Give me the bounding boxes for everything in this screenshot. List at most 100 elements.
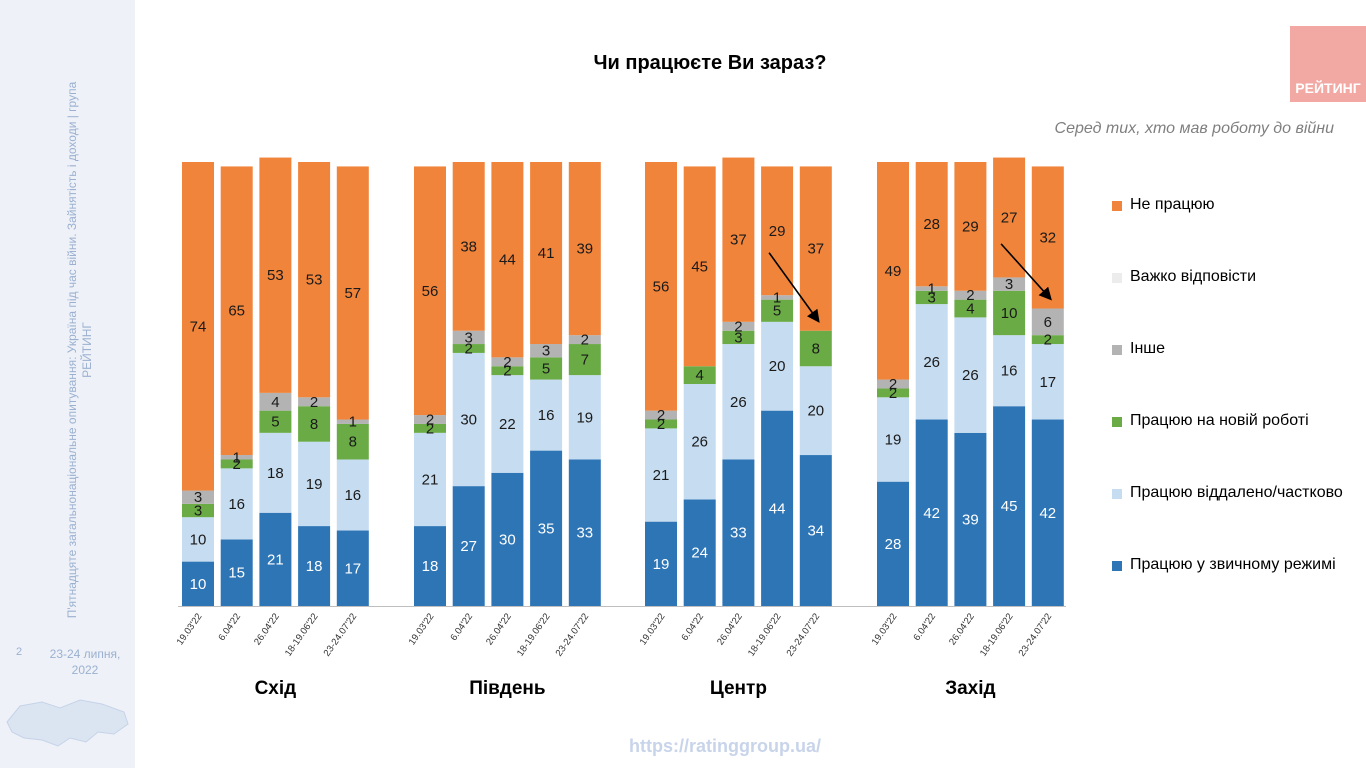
bar-segment-not_working: [220, 166, 253, 456]
bar-segment-not_working: [336, 166, 369, 420]
date-tick-label: 6.04'22: [216, 611, 243, 643]
bar-segment-usual: [722, 459, 755, 606]
bar-segment-remote: [1031, 344, 1064, 420]
bar-segment-usual: [915, 419, 948, 606]
date-tick-label: 19.03'22: [175, 611, 205, 647]
legend-item-new_job: Працюю на новій роботі: [1112, 412, 1352, 432]
data-label-remote: 26: [962, 367, 979, 384]
legend-swatch: [1112, 561, 1122, 571]
footer-url[interactable]: https://ratinggroup.ua/: [629, 736, 821, 756]
bar-segment-other: [491, 357, 524, 367]
legend-label: Важко відповісти: [1130, 268, 1257, 285]
bar-segment-new_job: [452, 344, 485, 353]
data-label-remote: 26: [730, 394, 747, 411]
data-label-usual: 33: [576, 525, 593, 542]
bar-segment-not_working: [259, 157, 292, 393]
data-label-remote: 30: [460, 412, 477, 429]
bar-segment-not_working: [761, 166, 794, 296]
bar-segment-not_working: [645, 162, 677, 411]
bar-segment-usual: [220, 539, 253, 606]
bar-segment-not_working: [452, 162, 485, 331]
data-label-other: 1: [233, 449, 241, 466]
group-label: Схід: [255, 678, 297, 699]
bar-segment-remote: [414, 432, 446, 527]
data-label-not_working: 32: [1039, 229, 1056, 246]
bar-segment-other: [182, 490, 214, 504]
bar-segment-other: [993, 277, 1026, 291]
data-label-remote: 20: [807, 403, 824, 420]
legend-label: Інше: [1130, 340, 1166, 357]
data-label-not_working: 39: [576, 241, 593, 258]
data-label-usual: 24: [691, 545, 708, 562]
data-label-usual: 15: [228, 565, 245, 582]
bar-segment-remote: [761, 321, 794, 411]
bar-segment-remote: [722, 344, 755, 460]
legend-swatch: [1112, 273, 1122, 283]
data-label-not_working: 53: [267, 267, 284, 284]
date-tick-label: 26.04'22: [252, 611, 282, 647]
bar-segment-not_working: [568, 162, 601, 336]
legend-item-hard: Важко відповісти: [1112, 268, 1352, 288]
bar-segment-new_job: [915, 290, 948, 305]
bar-segment-other: [877, 379, 909, 389]
data-label-new_job: 2: [503, 363, 511, 380]
bar-segment-new_job: [954, 299, 987, 318]
bar-segment-remote: [568, 375, 601, 460]
data-label-remote: 10: [190, 531, 207, 548]
data-label-other: 2: [734, 318, 742, 335]
data-label-remote: 22: [499, 416, 516, 433]
legend-item-not_working: Не працюю: [1112, 196, 1352, 216]
data-label-new_job: 7: [581, 352, 589, 369]
data-label-other: 3: [1005, 276, 1013, 293]
data-label-not_working: 74: [190, 318, 207, 335]
bar-segment-new_job: [722, 330, 755, 345]
bar-segment-remote: [683, 384, 716, 500]
bar-segment-new_job: [877, 388, 909, 398]
data-label-other: 2: [310, 394, 318, 411]
data-label-remote: 21: [653, 467, 670, 484]
date-tick-label: 18-19.06'22: [978, 611, 1016, 658]
data-label-usual: 44: [769, 500, 786, 517]
legend-item-remote: Працюю віддалено/частково: [1112, 484, 1352, 504]
bar-segment-remote: [530, 379, 563, 451]
legend-item-other: Інше: [1112, 340, 1352, 360]
data-label-remote: 19: [576, 409, 593, 426]
legend-swatch: [1112, 345, 1122, 355]
data-label-other: 2: [657, 407, 665, 424]
legend-item-usual: Працюю у звичному режимі: [1112, 556, 1352, 576]
bar-segment-other: [298, 397, 331, 407]
data-label-remote: 19: [306, 476, 323, 493]
legend-label: Не працюю: [1130, 196, 1215, 213]
data-label-new_job: 4: [696, 367, 704, 384]
data-label-usual: 19: [653, 556, 670, 573]
bar-segment-usual: [683, 499, 716, 606]
bar-segment-other: [722, 321, 755, 331]
data-label-new_job: 5: [773, 303, 781, 320]
bar-segment-other: [452, 330, 485, 345]
stacked-bar-chart: 1010337419.03'22151621656.04'22211854532…: [175, 157, 1066, 699]
data-label-usual: 39: [962, 511, 979, 528]
data-label-other: 2: [581, 332, 589, 349]
bar-segment-remote: [645, 428, 677, 522]
data-label-not_working: 44: [499, 252, 516, 269]
bar-segment-remote: [336, 459, 369, 531]
bar-segment-new_job: [993, 290, 1026, 336]
bar-segment-usual: [491, 472, 524, 606]
data-label-not_working: 27: [1001, 210, 1018, 227]
data-label-usual: 10: [190, 576, 207, 593]
legend-label: Працюю віддалено/частково: [1130, 484, 1343, 501]
data-label-remote: 26: [691, 434, 708, 451]
bar-segment-remote: [799, 366, 832, 456]
date-tick-label: 26.04'22: [484, 611, 514, 647]
bar-segment-usual: [761, 410, 794, 606]
trend-arrow: [1000, 243, 1052, 301]
date-tick-label: 18-19.06'22: [283, 611, 321, 658]
bar-segment-other: [414, 415, 446, 424]
bar-segment-other: [1031, 308, 1064, 336]
data-label-not_working: 56: [653, 278, 670, 295]
data-label-other: 2: [889, 376, 897, 393]
data-label-other: 3: [542, 343, 550, 360]
date-tick-label: 26.04'22: [715, 611, 745, 647]
date-tick-label: 18-19.06'22: [746, 611, 784, 658]
data-label-remote: 20: [769, 358, 786, 375]
